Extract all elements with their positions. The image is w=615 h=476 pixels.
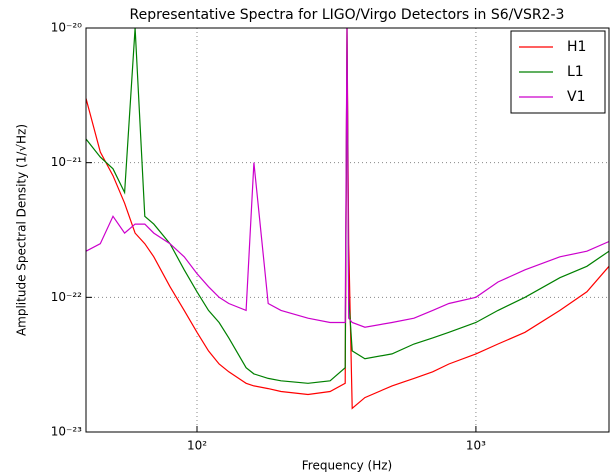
line-series xyxy=(86,28,609,410)
y-tick-label: 10⁻²² xyxy=(51,290,82,304)
line-series xyxy=(86,28,609,328)
y-tick-label: 10⁻²⁰ xyxy=(51,21,82,35)
y-tick-label: 10⁻²¹ xyxy=(51,155,82,169)
chart-title: Representative Spectra for LIGO/Virgo De… xyxy=(130,7,565,23)
x-axis-label: Frequency (Hz) xyxy=(302,459,393,473)
x-tick-label: 10³ xyxy=(466,439,486,453)
legend-label: H1 xyxy=(567,39,586,55)
plot-lines xyxy=(86,28,609,410)
plot-frame xyxy=(85,27,610,433)
legend-label: L1 xyxy=(567,64,584,80)
legend-label: V1 xyxy=(567,89,585,105)
y-tick-label: 10⁻²³ xyxy=(51,425,82,439)
line-series xyxy=(86,28,609,384)
x-tick-label: 10² xyxy=(187,439,207,453)
y-axis-label: Amplitude Spectral Density (1/√Hz) xyxy=(15,124,29,336)
